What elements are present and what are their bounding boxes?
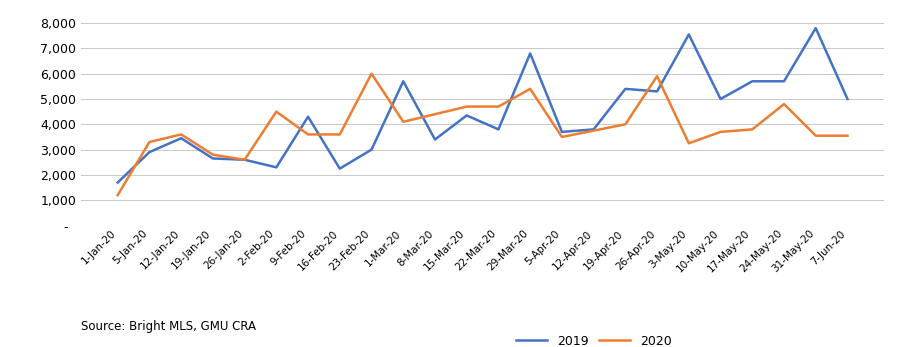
2020 xyxy=(651,74,662,78)
2020 xyxy=(429,112,440,116)
2020 xyxy=(842,134,853,138)
2020 xyxy=(335,132,345,136)
2020 xyxy=(112,193,123,197)
2019 xyxy=(239,158,250,162)
2020 xyxy=(207,153,218,157)
2019 xyxy=(271,165,281,169)
2020 xyxy=(620,122,630,126)
2019 xyxy=(335,167,345,171)
2019 xyxy=(557,130,567,134)
2019 xyxy=(461,113,472,118)
2019 xyxy=(684,32,695,36)
2019 xyxy=(651,89,662,93)
2020 xyxy=(747,127,758,132)
Text: Source: Bright MLS, GMU CRA: Source: Bright MLS, GMU CRA xyxy=(81,320,256,333)
2019 xyxy=(842,97,853,101)
2020 xyxy=(366,71,377,76)
2019 xyxy=(429,137,440,142)
2020 xyxy=(557,135,567,139)
2019 xyxy=(207,156,218,161)
2020 xyxy=(715,130,726,134)
Line: 2019: 2019 xyxy=(117,28,848,183)
2019 xyxy=(112,180,123,185)
2020 xyxy=(684,141,695,145)
2019 xyxy=(778,79,789,83)
2019 xyxy=(810,26,821,30)
2019 xyxy=(398,79,409,83)
2020 xyxy=(398,120,409,124)
2019 xyxy=(176,136,187,140)
2020 xyxy=(778,102,789,106)
2020 xyxy=(525,87,536,91)
2019 xyxy=(715,97,726,101)
Line: 2020: 2020 xyxy=(117,74,848,195)
2019 xyxy=(525,51,536,56)
Legend: 2019, 2020: 2019, 2020 xyxy=(511,330,677,347)
2019 xyxy=(747,79,758,83)
2020 xyxy=(271,110,281,114)
2019 xyxy=(303,115,314,119)
2019 xyxy=(493,127,504,132)
2019 xyxy=(588,127,599,132)
2020 xyxy=(493,104,504,109)
2020 xyxy=(239,158,250,162)
2019 xyxy=(366,147,377,152)
2019 xyxy=(144,150,155,154)
2020 xyxy=(810,134,821,138)
2020 xyxy=(588,128,599,133)
2020 xyxy=(176,132,187,136)
2020 xyxy=(461,104,472,109)
2019 xyxy=(620,87,630,91)
2020 xyxy=(144,140,155,144)
2020 xyxy=(303,132,314,136)
